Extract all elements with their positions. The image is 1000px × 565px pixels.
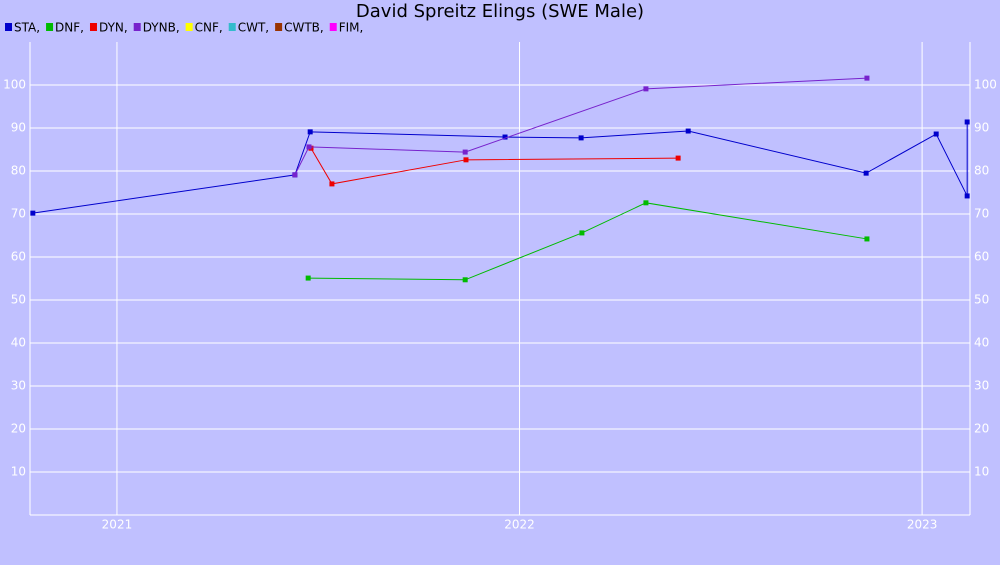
- legend-label: CWTB,: [284, 21, 324, 35]
- data-point: [578, 135, 584, 141]
- data-point: [462, 149, 468, 155]
- y2-tick-label: 100: [974, 78, 997, 92]
- legend-label: DNF,: [55, 21, 84, 35]
- legend-swatch: [133, 23, 141, 31]
- y-tick-label: 80: [11, 164, 26, 178]
- legend-swatch: [185, 23, 193, 31]
- data-point: [863, 170, 869, 176]
- y2-tick-label: 30: [974, 379, 989, 393]
- legend-label: DYNB,: [143, 21, 180, 35]
- data-point: [964, 193, 970, 199]
- y-tick-label: 10: [11, 465, 26, 479]
- data-point: [30, 210, 36, 216]
- data-point: [502, 134, 508, 140]
- data-point: [675, 155, 681, 161]
- data-point: [306, 144, 312, 150]
- y2-tick-label: 60: [974, 250, 989, 264]
- legend-swatch: [89, 23, 97, 31]
- legend-swatch: [5, 23, 12, 31]
- data-point: [643, 200, 649, 206]
- y-tick-label: 30: [11, 379, 26, 393]
- legend-label: FIM,: [339, 21, 364, 35]
- data-point: [292, 172, 298, 178]
- y2-tick-label: 20: [974, 422, 989, 436]
- y-tick-label: 60: [11, 250, 26, 264]
- y2-tick-label: 40: [974, 336, 989, 350]
- legend-swatch: [329, 23, 337, 31]
- legend-swatch: [46, 23, 54, 31]
- data-point: [933, 131, 939, 137]
- x-tick-label: 2021: [102, 518, 133, 532]
- data-point: [864, 75, 870, 81]
- data-point: [329, 181, 335, 187]
- legend-swatch: [275, 23, 283, 31]
- y2-tick-label: 90: [974, 121, 989, 135]
- data-point: [305, 275, 311, 281]
- legend-label: STA,: [14, 21, 40, 35]
- data-point: [307, 129, 313, 135]
- y2-tick-label: 70: [974, 207, 989, 221]
- y-tick-label: 50: [11, 293, 26, 307]
- y-tick-label: 90: [11, 121, 26, 135]
- series-line: [310, 147, 679, 185]
- y-tick-label: 70: [11, 207, 26, 221]
- y-tick-label: 100: [3, 78, 26, 92]
- data-point: [643, 86, 649, 92]
- y-tick-label: 40: [11, 336, 26, 350]
- x-tick-label: 2022: [504, 518, 535, 532]
- legend-label: CWT,: [238, 21, 269, 35]
- y2-tick-label: 80: [974, 164, 989, 178]
- legend-label: CNF,: [195, 21, 223, 35]
- data-point: [685, 128, 691, 134]
- y2-tick-label: 50: [974, 293, 989, 307]
- data-point: [462, 277, 468, 283]
- legend-label: DYN,: [99, 21, 128, 35]
- data-point: [579, 230, 585, 236]
- chart-title: David Spreitz Elings (SWE Male): [356, 1, 644, 22]
- series-line: [32, 121, 968, 214]
- y2-tick-label: 10: [974, 465, 989, 479]
- data-point: [864, 236, 870, 242]
- x-tick-label: 2023: [907, 518, 938, 532]
- y-tick-label: 20: [11, 422, 26, 436]
- data-point: [964, 119, 970, 125]
- legend-swatch: [228, 23, 236, 31]
- data-point: [463, 157, 469, 163]
